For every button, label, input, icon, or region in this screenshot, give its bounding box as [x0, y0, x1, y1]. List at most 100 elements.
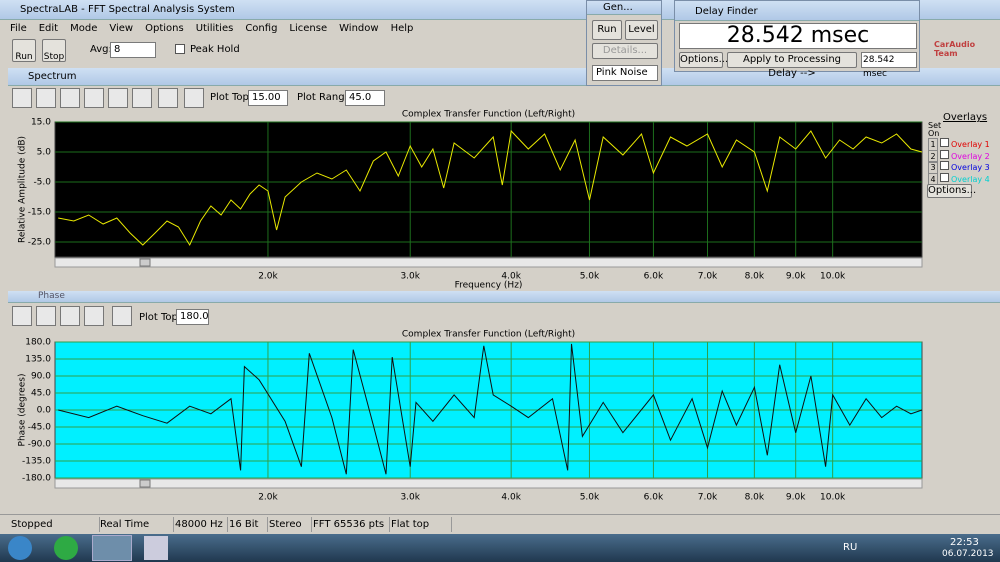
menu-item[interactable]: Edit [38, 23, 59, 34]
apply-delay[interactable]: Apply to Processing Delay --> [727, 52, 857, 79]
generator-details[interactable]: Details... [592, 43, 658, 59]
x-tick-label: 9.0k [786, 272, 806, 282]
menu-item[interactable]: Config [245, 23, 278, 34]
scrollbar [54, 257, 923, 268]
phase-plot-top-field[interactable]: 180.0 [176, 309, 209, 325]
tool-icon[interactable] [158, 88, 178, 108]
x-tick-label: 6.0k [644, 272, 664, 282]
delay-result: 28.542 msec [861, 52, 917, 79]
phase-plot-top-label: Plot Top: [139, 312, 182, 323]
menu-item[interactable]: View [109, 23, 134, 34]
y-tick-label: -45.0 [28, 423, 52, 433]
generator-run[interactable]: Run [592, 20, 622, 40]
plot-range-field[interactable]: 45.0 [345, 90, 385, 106]
phase-chart: Complex Transfer Function (Left/Right) 18… [18, 330, 923, 503]
tool-icon[interactable] [184, 88, 204, 108]
y-axis-label: Relative Amplitude (dB) [18, 136, 28, 243]
status-item: 48000 Hz [172, 517, 228, 532]
menu-item[interactable]: Mode [70, 23, 98, 34]
overlay-checkbox[interactable] [940, 138, 949, 147]
overlay-checkbox[interactable] [940, 149, 949, 159]
phase-tools [12, 306, 134, 328]
x-tick-label: 7.0k [698, 272, 718, 282]
taskbar-app[interactable] [144, 536, 168, 560]
overlay-row: 4 Overlay 4 [928, 172, 1000, 186]
x-tick-label: 10.0k [820, 272, 846, 282]
overlay-name: Overlay 2 [951, 151, 990, 161]
status-bar: Stopped Real Time 48000 Hz 16 Bit Stereo… [0, 514, 1000, 534]
status-item: Real Time [97, 517, 174, 532]
overlay-number[interactable]: 2 [928, 149, 938, 163]
noise-select[interactable]: Pink Noise [592, 65, 658, 81]
overlay-list: 1 Overlay 1 2 Overlay 2 3 Overlay 3 4 Overlay 4 [928, 138, 1000, 186]
status-item: 16 Bit [226, 517, 268, 532]
tool-icon[interactable] [36, 88, 56, 108]
status-item: Flat top [388, 517, 452, 532]
spectrum-tools [12, 88, 204, 110]
status-item: FFT 65536 pts [310, 517, 390, 532]
peak-hold-checkbox[interactable] [175, 44, 185, 54]
overlay-checkbox[interactable] [940, 161, 949, 170]
stop-button[interactable]: Stop [42, 39, 66, 62]
y-tick-label: -25.0 [28, 238, 52, 248]
x-tick-label: 8.0k [745, 272, 765, 282]
menu-bar: File Edit Mode View Options Utilities Config Li… [10, 23, 425, 34]
status-item: Stereo [266, 517, 312, 532]
scroll-thumb [139, 258, 151, 267]
clock-time: 22:53 [950, 537, 979, 548]
y-tick-label: -5.0 [33, 178, 51, 188]
menu-item[interactable]: Options [145, 23, 184, 34]
taskbar-app[interactable] [92, 535, 132, 561]
plot-top-field[interactable]: 15.00 [248, 90, 288, 106]
generator-level[interactable]: Level [625, 20, 658, 40]
x-tick-label: 9.0k [786, 493, 806, 503]
menu-item[interactable]: License [289, 23, 328, 34]
scroll-thumb [139, 479, 151, 488]
start-button[interactable] [8, 536, 32, 560]
scrollbar [54, 478, 923, 489]
delay-title-bar: Delay Finder [675, 1, 919, 21]
menu-item[interactable]: Utilities [195, 23, 234, 34]
overlay-number[interactable]: 3 [928, 161, 938, 174]
delay-finder-window: Delay Finder 28.542 msec Options... Appl… [674, 0, 920, 79]
x-tick-label: 3.0k [400, 272, 420, 282]
overlay-name: Overlay 1 [951, 140, 990, 149]
y-tick-label: 180.0 [25, 338, 51, 348]
tool-icon[interactable] [12, 306, 32, 326]
menu-item[interactable]: Window [339, 23, 379, 34]
generator-title-bar: Gen... [587, 1, 661, 15]
menu-item[interactable]: File [10, 23, 27, 34]
tool-icon[interactable] [108, 88, 128, 108]
language[interactable]: RU [843, 542, 858, 553]
avg-select[interactable]: 8 [110, 42, 156, 58]
tool-icon[interactable] [60, 306, 80, 326]
x-tick-label: 6.0k [644, 493, 664, 503]
menu-item[interactable]: Help [390, 23, 414, 34]
overlay-number[interactable]: 1 [928, 138, 938, 151]
tool-icon[interactable] [132, 88, 152, 108]
tool-icon[interactable] [12, 88, 32, 108]
clock-date: 06.07.2013 [942, 549, 994, 559]
taskbar-app[interactable] [54, 536, 78, 560]
trace [58, 129, 923, 247]
overlay-checkbox[interactable] [940, 172, 949, 182]
spectrum-title-bar: Spectrum [8, 68, 1000, 86]
delay-options[interactable]: Options... [679, 52, 728, 68]
tool-icon[interactable] [36, 306, 56, 326]
y-tick-label: -90.0 [28, 440, 52, 450]
x-tick-label: 10.0k [820, 493, 846, 503]
run-button[interactable]: Run [12, 39, 36, 62]
taskbar: RU 22:53 06.07.2013 [0, 534, 1000, 562]
y-tick-label: 15.0 [31, 118, 51, 128]
x-tick-label: 5.0k [580, 493, 600, 503]
generator-window: Gen... Run Level Details... Pink Noise [586, 0, 662, 86]
status-item: Stopped [8, 517, 100, 532]
tool-icon[interactable] [84, 88, 104, 108]
tool-icon[interactable] [60, 88, 80, 108]
overlay-options-button[interactable]: Options... [927, 184, 977, 198]
tool-icon[interactable] [112, 306, 132, 326]
tool-icon[interactable] [84, 306, 104, 326]
x-tick-label: 3.0k [400, 493, 420, 503]
